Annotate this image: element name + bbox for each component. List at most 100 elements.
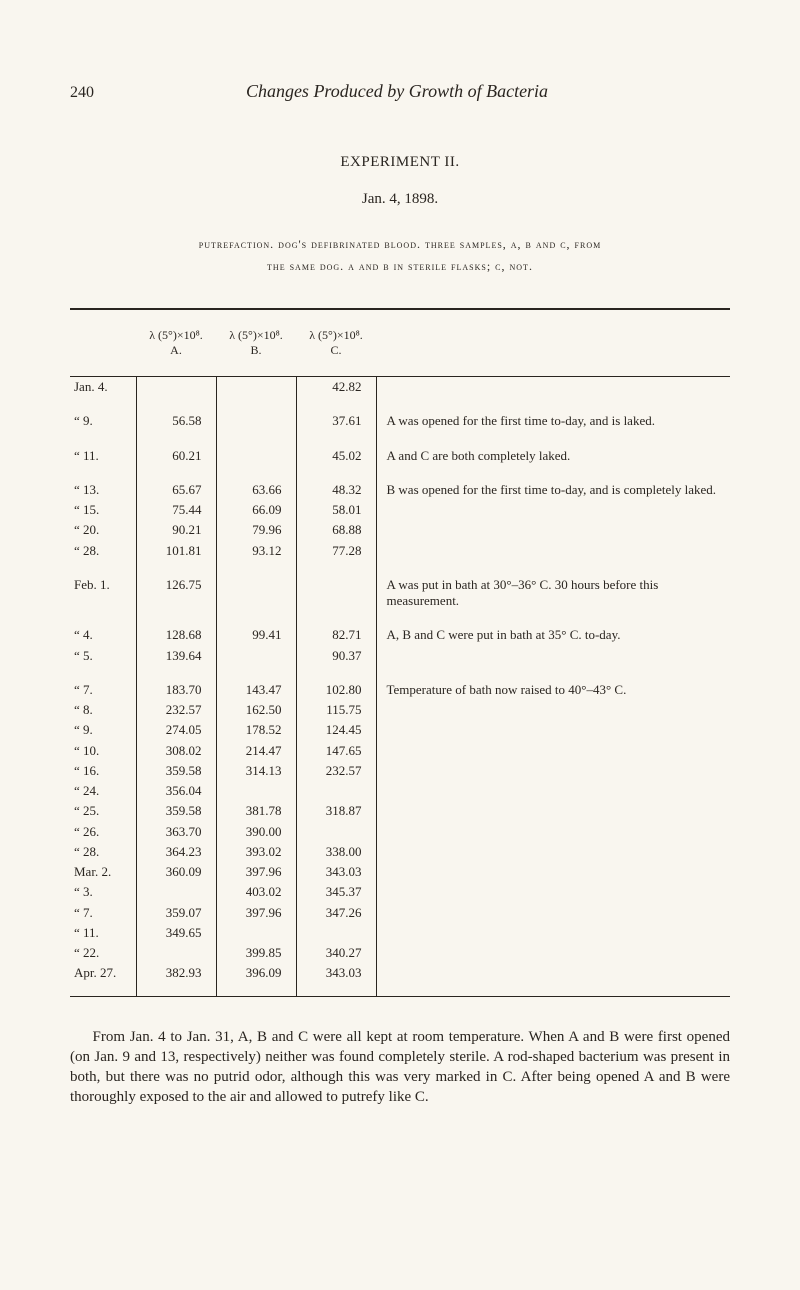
cell-note: [376, 781, 730, 801]
cell-value-c: 343.03: [296, 862, 376, 882]
cell-value-b: [216, 411, 296, 431]
experiment-date: Jan. 4, 1898.: [70, 190, 730, 209]
table-row: “ 4.128.6899.4182.71A, B and C were put …: [70, 625, 730, 645]
page-header: 240 Changes Produced by Growth of Bacter…: [70, 80, 730, 103]
cell-date: “ 3.: [70, 882, 136, 902]
table-row: “ 7.359.07397.96347.26: [70, 903, 730, 923]
cell-value-c: 318.87: [296, 801, 376, 821]
cell-value-a: 60.21: [136, 446, 216, 466]
col-header-notes: [376, 309, 730, 377]
cell-note: [376, 541, 730, 561]
cell-value-a: 232.57: [136, 700, 216, 720]
cell-value-c: 90.37: [296, 646, 376, 666]
cell-date: “ 10.: [70, 741, 136, 761]
table-row: “ 26.363.70390.00: [70, 822, 730, 842]
cell-note: [376, 801, 730, 821]
cell-value-b: 390.00: [216, 822, 296, 842]
cell-value-a: 308.02: [136, 741, 216, 761]
cell-date: “ 9.: [70, 720, 136, 740]
table-row: “ 22.399.85340.27: [70, 943, 730, 963]
table-row: Feb. 1.126.75 A was put in bath at 30°–36…: [70, 575, 730, 612]
cell-note: A, B and C were put in bath at 35° C. to…: [376, 625, 730, 645]
cell-value-c: [296, 575, 376, 612]
cell-note: [376, 646, 730, 666]
cell-note: [376, 761, 730, 781]
cell-value-a: 65.67: [136, 480, 216, 500]
cell-value-c: 147.65: [296, 741, 376, 761]
cell-date: “ 24.: [70, 781, 136, 801]
cell-date: “ 16.: [70, 761, 136, 781]
table-row: “ 25.359.58381.78318.87: [70, 801, 730, 821]
cell-value-a: 349.65: [136, 923, 216, 943]
cell-value-a: 382.93: [136, 963, 216, 996]
cell-note: B was opened for the first time to-day, …: [376, 480, 730, 500]
cell-value-a: 90.21: [136, 520, 216, 540]
table-row: Jan. 4.42.82: [70, 377, 730, 398]
cell-value-a: 364.23: [136, 842, 216, 862]
cell-note: [376, 720, 730, 740]
col-header-a: λ (5°)×10⁸. A.: [136, 309, 216, 377]
table-row: Apr. 27.382.93396.09343.03: [70, 963, 730, 996]
cell-value-a: 359.58: [136, 801, 216, 821]
gap-row: [70, 666, 730, 680]
cell-value-b: 143.47: [216, 680, 296, 700]
cell-value-c: 124.45: [296, 720, 376, 740]
col-header-b: λ (5°)×10⁸. B.: [216, 309, 296, 377]
cell-note: A was opened for the first time to-day, …: [376, 411, 730, 431]
cell-value-b: 403.02: [216, 882, 296, 902]
table-row: “ 5.139.6490.37: [70, 646, 730, 666]
cell-value-b: 99.41: [216, 625, 296, 645]
cell-date: “ 7.: [70, 680, 136, 700]
table-row: Mar. 2.360.09397.96343.03: [70, 862, 730, 882]
cell-value-a: 363.70: [136, 822, 216, 842]
gap-row: [70, 466, 730, 480]
cell-value-c: 82.71: [296, 625, 376, 645]
cell-date: “ 9.: [70, 411, 136, 431]
cell-value-a: 360.09: [136, 862, 216, 882]
cell-note: A was put in bath at 30°–36° C. 30 hours…: [376, 575, 730, 612]
cell-value-c: [296, 822, 376, 842]
cell-value-b: [216, 781, 296, 801]
cell-date: Feb. 1.: [70, 575, 136, 612]
table-row: “ 11.349.65: [70, 923, 730, 943]
cell-value-c: 68.88: [296, 520, 376, 540]
cell-value-b: 397.96: [216, 862, 296, 882]
experiment-desc-line2: the same dog. a and b in sterile flasks;…: [267, 259, 533, 273]
cell-value-a: 126.75: [136, 575, 216, 612]
cell-note: [376, 700, 730, 720]
cell-date: “ 28.: [70, 842, 136, 862]
data-table: λ (5°)×10⁸. A. λ (5°)×10⁸. B. λ (5°)×10⁸…: [70, 308, 730, 997]
cell-note: [376, 377, 730, 398]
cell-value-c: 343.03: [296, 963, 376, 996]
cell-date: “ 11.: [70, 446, 136, 466]
cell-value-c: 58.01: [296, 500, 376, 520]
running-head: Changes Produced by Growth of Bacteria: [94, 80, 700, 103]
cell-date: Jan. 4.: [70, 377, 136, 398]
table-row: “ 3.403.02345.37: [70, 882, 730, 902]
cell-note: [376, 741, 730, 761]
cell-value-b: 393.02: [216, 842, 296, 862]
cell-value-c: [296, 923, 376, 943]
table-row: “ 11.60.2145.02A and C are both complete…: [70, 446, 730, 466]
footer-paragraph: From Jan. 4 to Jan. 31, A, B and C were …: [70, 1027, 730, 1108]
cell-value-a: 101.81: [136, 541, 216, 561]
cell-date: “ 20.: [70, 520, 136, 540]
cell-date: “ 15.: [70, 500, 136, 520]
cell-value-b: 381.78: [216, 801, 296, 821]
table-row: “ 9.56.5837.61A was opened for the first…: [70, 411, 730, 431]
cell-note: [376, 500, 730, 520]
gap-row: [70, 561, 730, 575]
gap-row: [70, 432, 730, 446]
cell-value-b: 79.96: [216, 520, 296, 540]
cell-value-a: 183.70: [136, 680, 216, 700]
cell-value-c: 45.02: [296, 446, 376, 466]
cell-value-b: [216, 646, 296, 666]
cell-date: “ 7.: [70, 903, 136, 923]
cell-note: [376, 943, 730, 963]
cell-date: “ 11.: [70, 923, 136, 943]
cell-note: [376, 882, 730, 902]
table-row: “ 9.274.05178.52124.45: [70, 720, 730, 740]
col-header-c: λ (5°)×10⁸. C.: [296, 309, 376, 377]
cell-note: [376, 963, 730, 996]
cell-value-b: 397.96: [216, 903, 296, 923]
